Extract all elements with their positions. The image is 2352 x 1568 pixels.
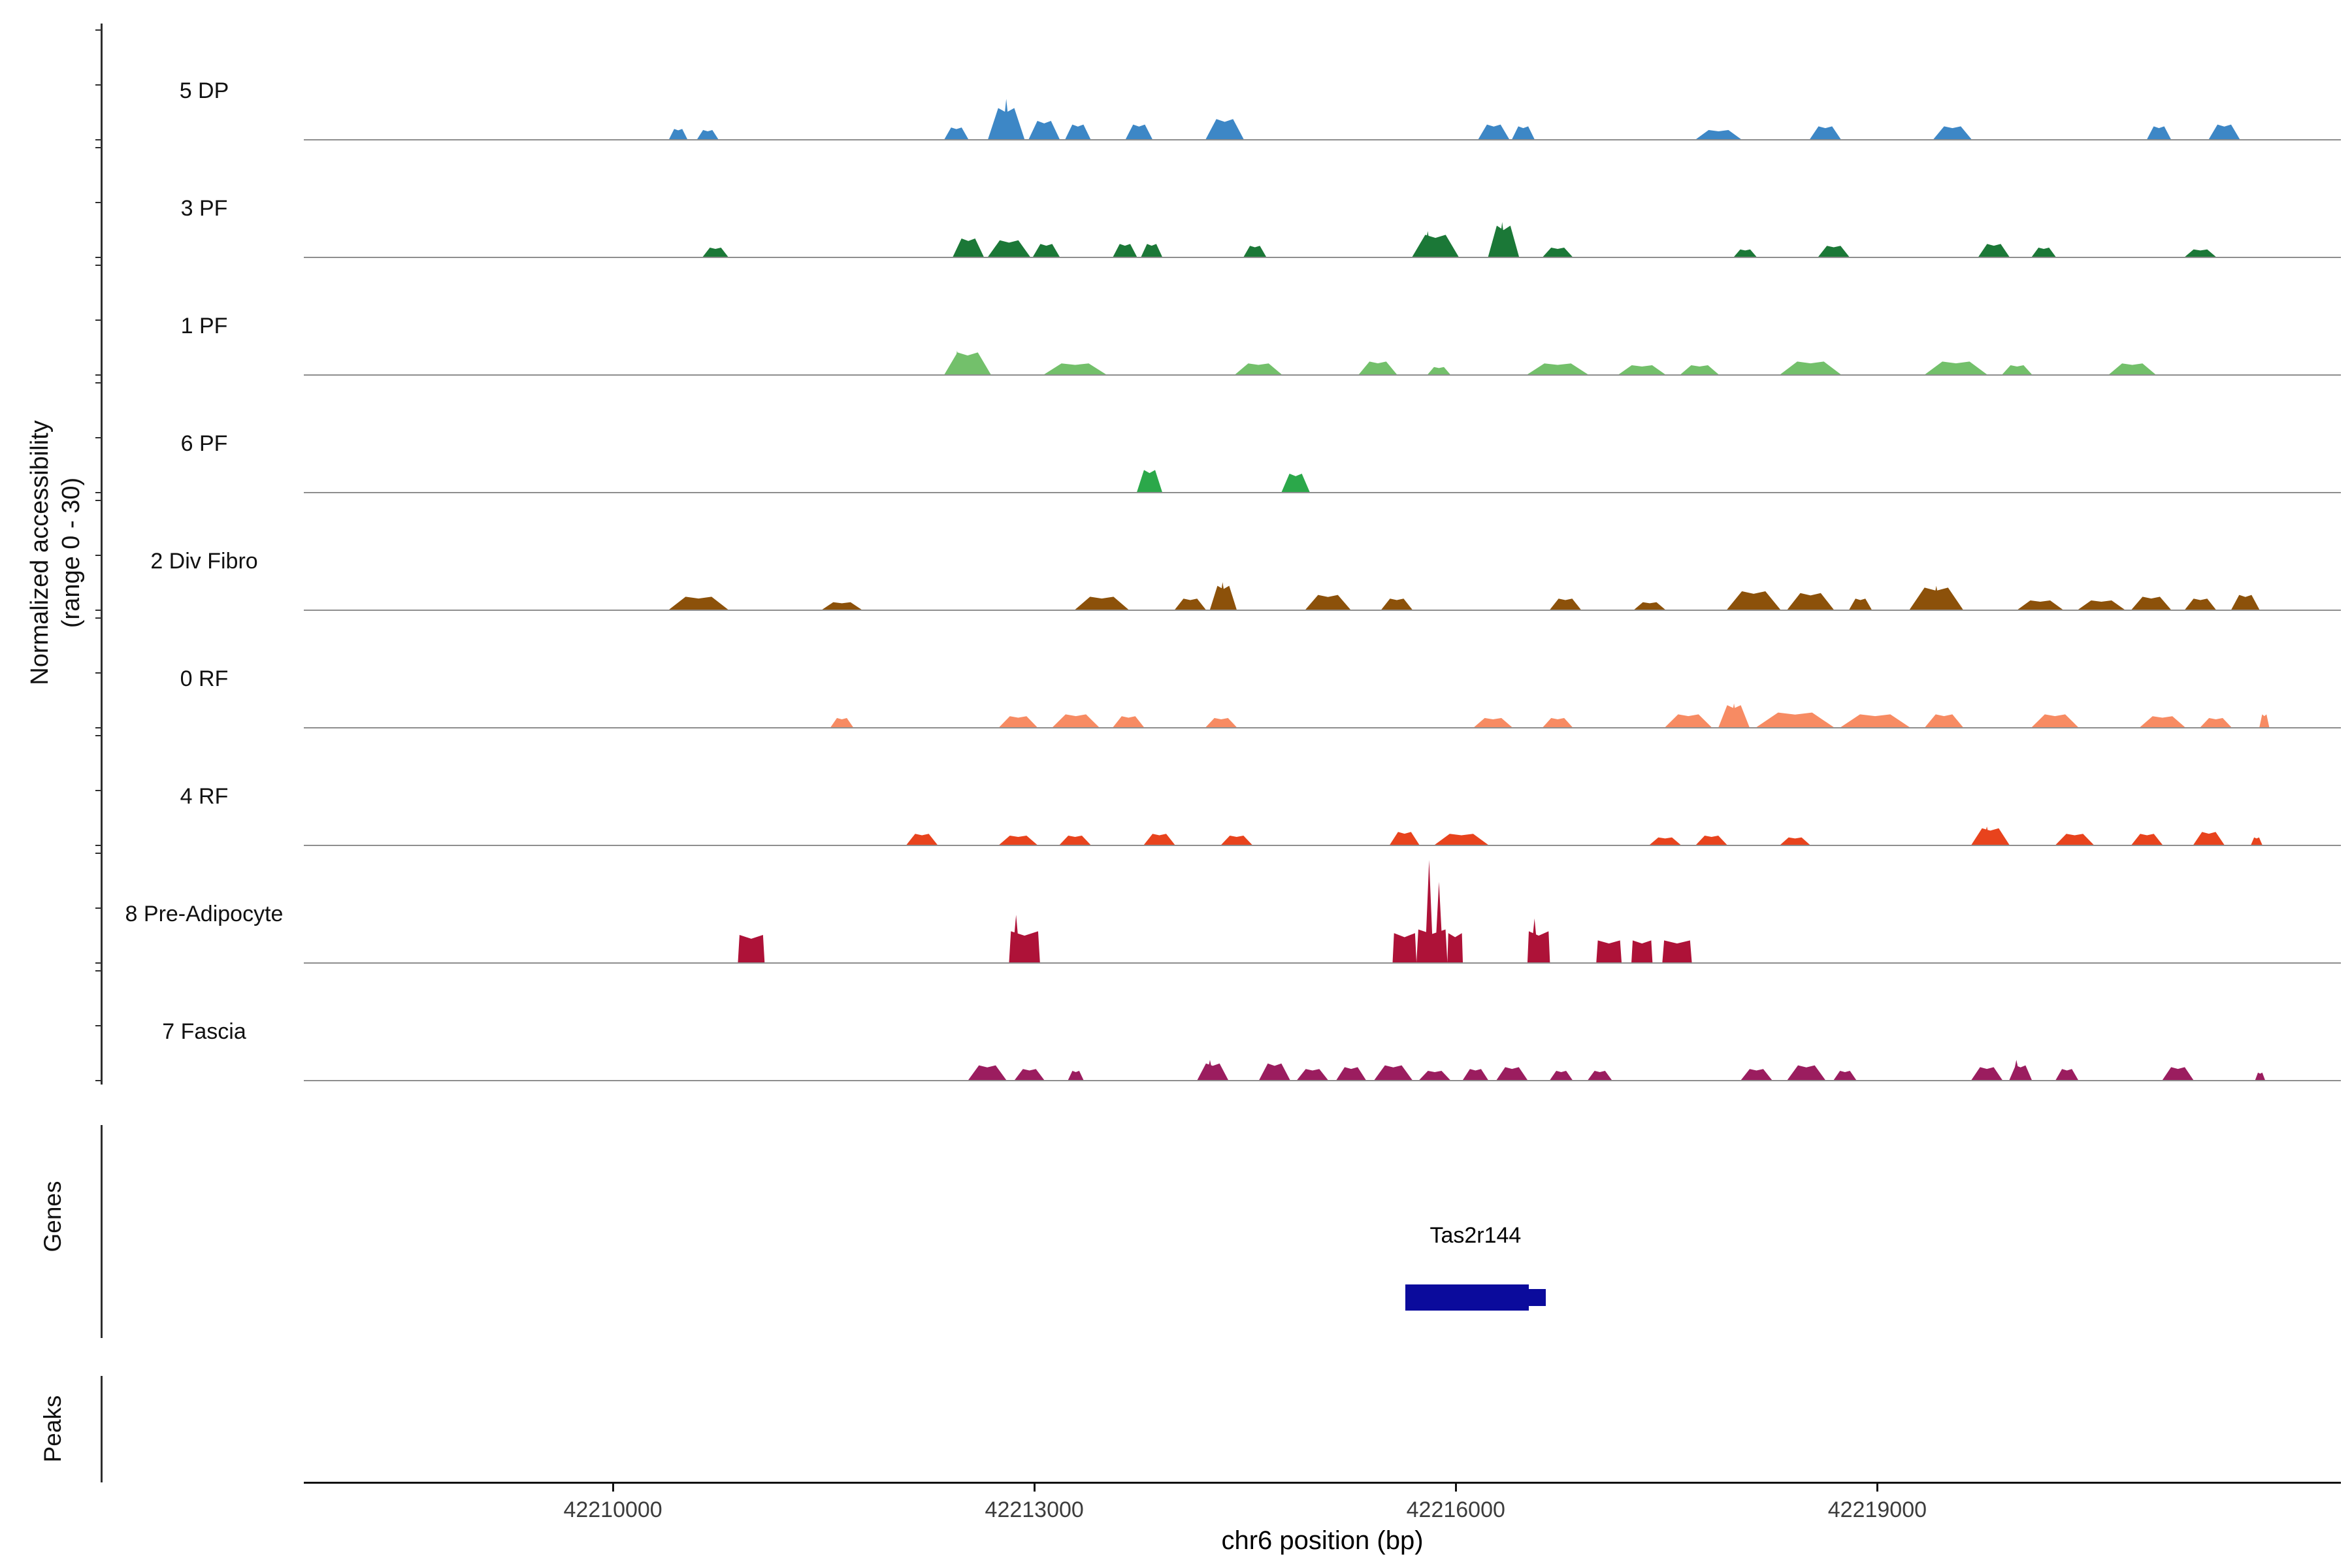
track-signal-6-pf [304, 470, 2341, 493]
gene-thin-rect [1529, 1289, 1546, 1306]
y-axis-tick [95, 970, 102, 972]
y-axis-label: Normalized accessibility (range 0 - 30) [20, 226, 91, 879]
coverage-signal [830, 703, 2270, 727]
x-axis-tick-label: 42210000 [563, 1497, 662, 1522]
track-signal-0-rf [304, 703, 2341, 728]
y-axis-tick [95, 617, 102, 619]
x-axis-tick-label: 42219000 [1827, 1497, 1927, 1522]
x-axis-tick [1876, 1484, 1878, 1492]
y-axis-tick [95, 147, 102, 148]
coverage-signal [906, 826, 2262, 845]
genes-axis-line [101, 1125, 103, 1338]
y-axis-tick [95, 555, 102, 556]
y-axis-tick [95, 382, 102, 384]
y-axis-tick [95, 265, 102, 266]
y-axis-tick [95, 790, 102, 791]
track-label-1-pf: 1 PF [180, 314, 228, 338]
coverage-signal [702, 221, 2216, 257]
x-axis-tick [1033, 1484, 1036, 1492]
y-axis-tick [95, 84, 102, 86]
track-label-7-fascia: 7 Fascia [162, 1019, 246, 1044]
y-axis-tick [95, 257, 102, 258]
y-axis-tick [95, 29, 102, 31]
track-label-6-pf: 6 PF [180, 431, 228, 456]
coverage-signal [1137, 470, 1310, 492]
y-axis-tick [95, 853, 102, 854]
track-signal-4-rf [304, 826, 2341, 846]
track-label-5-dp: 5 DP [179, 78, 229, 103]
track-signal-8-pre-adipocyte [304, 860, 2341, 964]
track-label-3-pf: 3 PF [180, 196, 228, 221]
y-axis-tick [95, 492, 102, 493]
x-axis-tick-label: 42213000 [985, 1497, 1084, 1522]
coverage-signal [968, 1060, 2265, 1080]
coverage-signal [669, 582, 2260, 610]
x-axis-line [304, 1482, 2341, 1484]
peaks-axis-line [101, 1376, 103, 1482]
x-axis-tick-label: 42216000 [1406, 1497, 1505, 1522]
x-axis-title: chr6 position (bp) [1221, 1526, 1424, 1555]
gene-name: Tas2r144 [1429, 1223, 1522, 1248]
track-signal-7-fascia [304, 1060, 2341, 1081]
y-axis-label-line1: Normalized accessibility [26, 420, 54, 685]
gene-body-rect [1405, 1284, 1529, 1311]
y-axis-tick [95, 139, 102, 140]
track-label-2-div-fibro: 2 Div Fibro [150, 549, 258, 574]
coverage-signal [944, 350, 2156, 374]
y-axis-tick [95, 672, 102, 674]
y-axis-tick [95, 907, 102, 909]
y-axis-tick [95, 845, 102, 846]
x-axis-tick [1454, 1484, 1457, 1492]
x-axis-tick [612, 1484, 614, 1492]
y-axis-tick [95, 374, 102, 376]
track-label-0-rf: 0 RF [180, 666, 229, 691]
y-axis-label-line2: (range 0 - 30) [57, 477, 85, 629]
y-axis-tick [95, 319, 102, 321]
coverage-signal [738, 860, 1692, 962]
y-axis-tick [95, 500, 102, 501]
y-axis-tick [95, 727, 102, 728]
tracks-axis-line [101, 24, 103, 1085]
tracks-area [304, 24, 2341, 1082]
track-signal-3-pf [304, 221, 2341, 258]
y-axis-tick [95, 962, 102, 964]
y-axis-tick [95, 202, 102, 203]
track-signal-5-dp [304, 99, 2341, 140]
y-axis-tick [95, 735, 102, 736]
y-axis-tick [95, 1080, 102, 1081]
y-axis-tick [95, 1025, 102, 1026]
y-axis-tick [95, 610, 102, 611]
track-signal-2-div-fibro [304, 582, 2341, 611]
track-label-4-rf: 4 RF [180, 784, 229, 809]
track-signal-1-pf [304, 350, 2341, 376]
coverage-signal [669, 99, 2240, 139]
track-label-8-pre-adipocyte: 8 Pre-Adipocyte [125, 902, 284, 926]
peaks-section-label: Peaks [39, 1395, 66, 1463]
y-axis-tick [95, 437, 102, 438]
